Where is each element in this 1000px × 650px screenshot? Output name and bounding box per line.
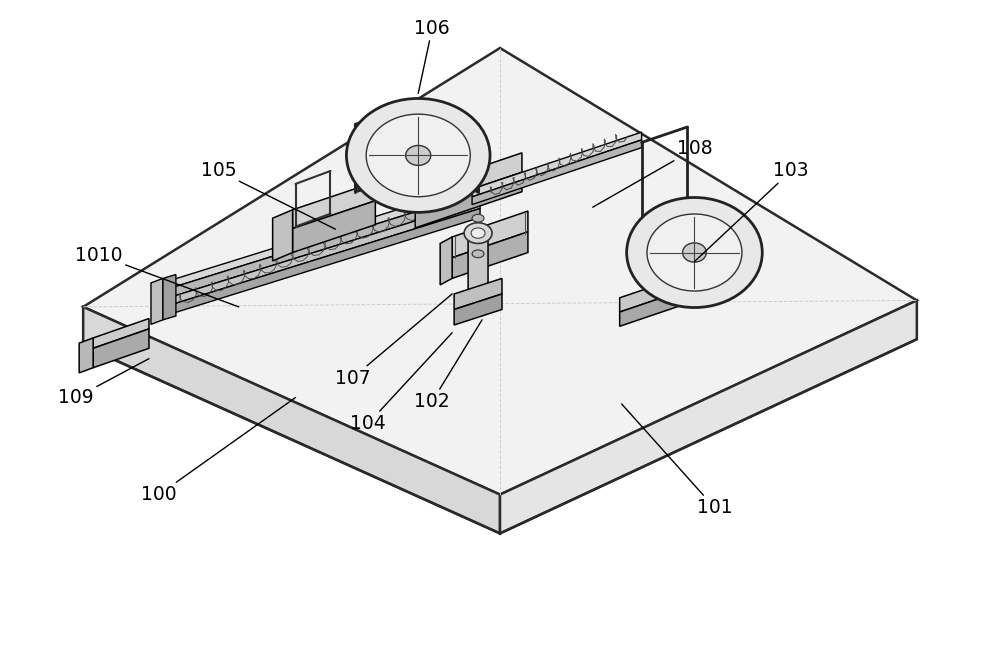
Text: 108: 108 (593, 140, 712, 207)
Polygon shape (163, 274, 176, 320)
Circle shape (472, 214, 484, 222)
Text: 106: 106 (414, 19, 450, 94)
Polygon shape (472, 140, 642, 205)
Ellipse shape (683, 243, 706, 262)
Ellipse shape (406, 146, 431, 165)
Ellipse shape (647, 214, 742, 291)
Text: 105: 105 (201, 161, 335, 229)
Circle shape (472, 250, 484, 257)
Polygon shape (83, 307, 500, 534)
Polygon shape (452, 232, 528, 278)
Text: 100: 100 (141, 398, 296, 504)
Polygon shape (156, 201, 480, 309)
Polygon shape (440, 237, 452, 285)
Polygon shape (472, 132, 642, 197)
Polygon shape (273, 210, 293, 261)
Polygon shape (454, 294, 502, 325)
Polygon shape (156, 209, 480, 318)
Polygon shape (151, 278, 163, 324)
Polygon shape (156, 184, 480, 292)
Ellipse shape (627, 198, 762, 307)
Polygon shape (415, 172, 522, 228)
Ellipse shape (346, 98, 490, 213)
Text: 107: 107 (335, 294, 452, 387)
Ellipse shape (464, 223, 492, 244)
Text: 103: 103 (694, 161, 809, 261)
Polygon shape (620, 254, 749, 312)
Text: 109: 109 (58, 359, 149, 407)
Polygon shape (620, 268, 749, 326)
Ellipse shape (366, 114, 470, 197)
Text: 102: 102 (414, 320, 482, 411)
Polygon shape (93, 318, 149, 348)
Polygon shape (452, 211, 528, 257)
Polygon shape (83, 48, 917, 495)
Text: 104: 104 (350, 333, 452, 433)
Polygon shape (93, 329, 149, 368)
Polygon shape (293, 182, 375, 229)
Text: 1010: 1010 (75, 246, 239, 307)
Text: 101: 101 (622, 404, 732, 517)
Polygon shape (156, 192, 480, 302)
Ellipse shape (471, 228, 485, 239)
Polygon shape (293, 201, 375, 252)
Polygon shape (79, 338, 93, 373)
Polygon shape (415, 153, 522, 209)
Polygon shape (454, 278, 502, 309)
Polygon shape (500, 300, 917, 534)
Polygon shape (468, 231, 488, 299)
